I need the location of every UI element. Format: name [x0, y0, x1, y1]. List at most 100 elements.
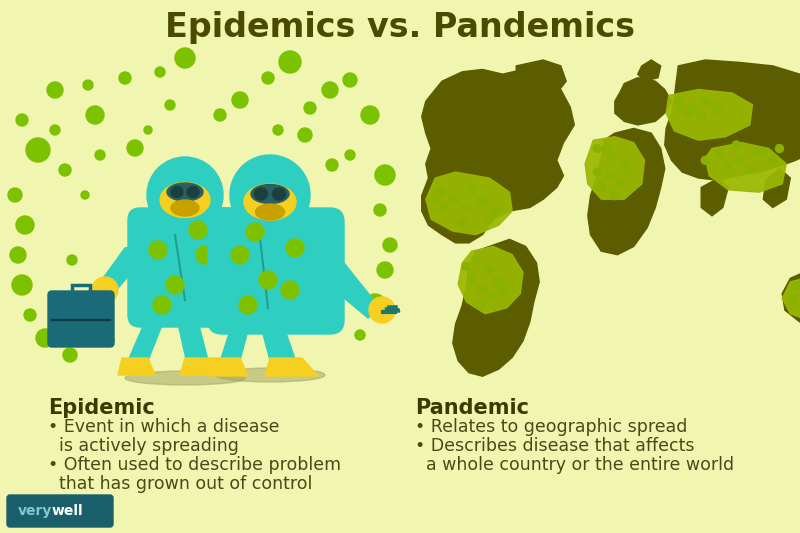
Circle shape	[789, 294, 797, 302]
Circle shape	[490, 292, 498, 300]
Polygon shape	[782, 270, 800, 326]
Circle shape	[24, 309, 36, 321]
Circle shape	[343, 73, 357, 87]
Text: • Event in which a disease: • Event in which a disease	[48, 418, 279, 436]
Polygon shape	[218, 315, 252, 368]
Circle shape	[710, 101, 718, 109]
Circle shape	[462, 262, 470, 271]
Circle shape	[144, 126, 152, 134]
Circle shape	[458, 219, 466, 227]
Text: very: very	[18, 504, 52, 518]
Circle shape	[374, 204, 386, 216]
Ellipse shape	[171, 187, 183, 198]
Circle shape	[214, 109, 226, 121]
Text: Pandemic: Pandemic	[415, 398, 529, 418]
Circle shape	[598, 183, 606, 191]
Circle shape	[47, 82, 63, 98]
Polygon shape	[240, 245, 268, 290]
Circle shape	[746, 165, 754, 173]
Polygon shape	[385, 308, 400, 312]
Text: that has grown out of control: that has grown out of control	[48, 475, 312, 493]
Polygon shape	[588, 128, 665, 255]
Circle shape	[298, 128, 312, 142]
Polygon shape	[258, 315, 298, 368]
Circle shape	[468, 186, 476, 194]
Circle shape	[189, 221, 207, 239]
Polygon shape	[701, 178, 728, 216]
Text: • Often used to describe problem: • Often used to describe problem	[48, 456, 341, 474]
Circle shape	[86, 106, 104, 124]
Circle shape	[355, 330, 365, 340]
Circle shape	[102, 334, 114, 346]
Circle shape	[375, 165, 395, 185]
Circle shape	[281, 281, 299, 299]
Circle shape	[724, 162, 732, 170]
Circle shape	[468, 274, 476, 282]
Polygon shape	[585, 136, 645, 199]
Circle shape	[383, 238, 397, 252]
Polygon shape	[422, 69, 574, 243]
Circle shape	[714, 148, 722, 156]
Circle shape	[361, 106, 379, 124]
Circle shape	[775, 144, 783, 152]
Circle shape	[594, 144, 602, 152]
Circle shape	[239, 296, 257, 314]
Circle shape	[92, 277, 118, 303]
Ellipse shape	[255, 204, 285, 220]
Circle shape	[279, 51, 301, 73]
Circle shape	[165, 100, 175, 110]
Circle shape	[12, 275, 32, 295]
Polygon shape	[763, 168, 790, 207]
Polygon shape	[118, 358, 155, 375]
Circle shape	[50, 125, 60, 135]
Circle shape	[594, 168, 602, 176]
Circle shape	[377, 262, 393, 278]
Circle shape	[286, 239, 304, 257]
Circle shape	[119, 72, 131, 84]
Circle shape	[273, 125, 283, 135]
Circle shape	[153, 296, 171, 314]
Circle shape	[441, 204, 449, 212]
Circle shape	[702, 98, 710, 106]
Text: • Relates to geographic spread: • Relates to geographic spread	[415, 418, 687, 436]
Circle shape	[147, 157, 223, 233]
Circle shape	[322, 82, 338, 98]
Polygon shape	[666, 90, 753, 140]
Circle shape	[95, 150, 105, 160]
Circle shape	[616, 180, 624, 188]
Circle shape	[81, 191, 89, 199]
FancyBboxPatch shape	[208, 208, 344, 334]
Circle shape	[8, 188, 22, 202]
FancyBboxPatch shape	[128, 208, 252, 327]
Circle shape	[492, 207, 500, 215]
Polygon shape	[98, 245, 148, 295]
Circle shape	[364, 294, 386, 316]
Circle shape	[345, 150, 355, 160]
Polygon shape	[458, 246, 523, 314]
Circle shape	[606, 153, 614, 161]
Circle shape	[674, 98, 682, 106]
Circle shape	[246, 223, 264, 241]
Circle shape	[230, 155, 310, 235]
Circle shape	[26, 138, 50, 162]
Polygon shape	[175, 310, 210, 368]
Circle shape	[478, 286, 486, 294]
Circle shape	[486, 266, 494, 274]
FancyBboxPatch shape	[48, 291, 114, 347]
Polygon shape	[516, 60, 566, 95]
Polygon shape	[665, 60, 800, 180]
Polygon shape	[453, 239, 539, 376]
Circle shape	[702, 156, 710, 164]
Circle shape	[606, 172, 614, 180]
Ellipse shape	[273, 188, 286, 200]
Circle shape	[698, 112, 706, 120]
Circle shape	[611, 192, 619, 200]
Circle shape	[304, 102, 316, 114]
Circle shape	[369, 297, 395, 323]
Ellipse shape	[171, 200, 199, 216]
Ellipse shape	[167, 183, 203, 201]
Polygon shape	[125, 310, 168, 368]
Circle shape	[498, 286, 506, 294]
Ellipse shape	[160, 182, 210, 217]
Circle shape	[63, 348, 77, 362]
